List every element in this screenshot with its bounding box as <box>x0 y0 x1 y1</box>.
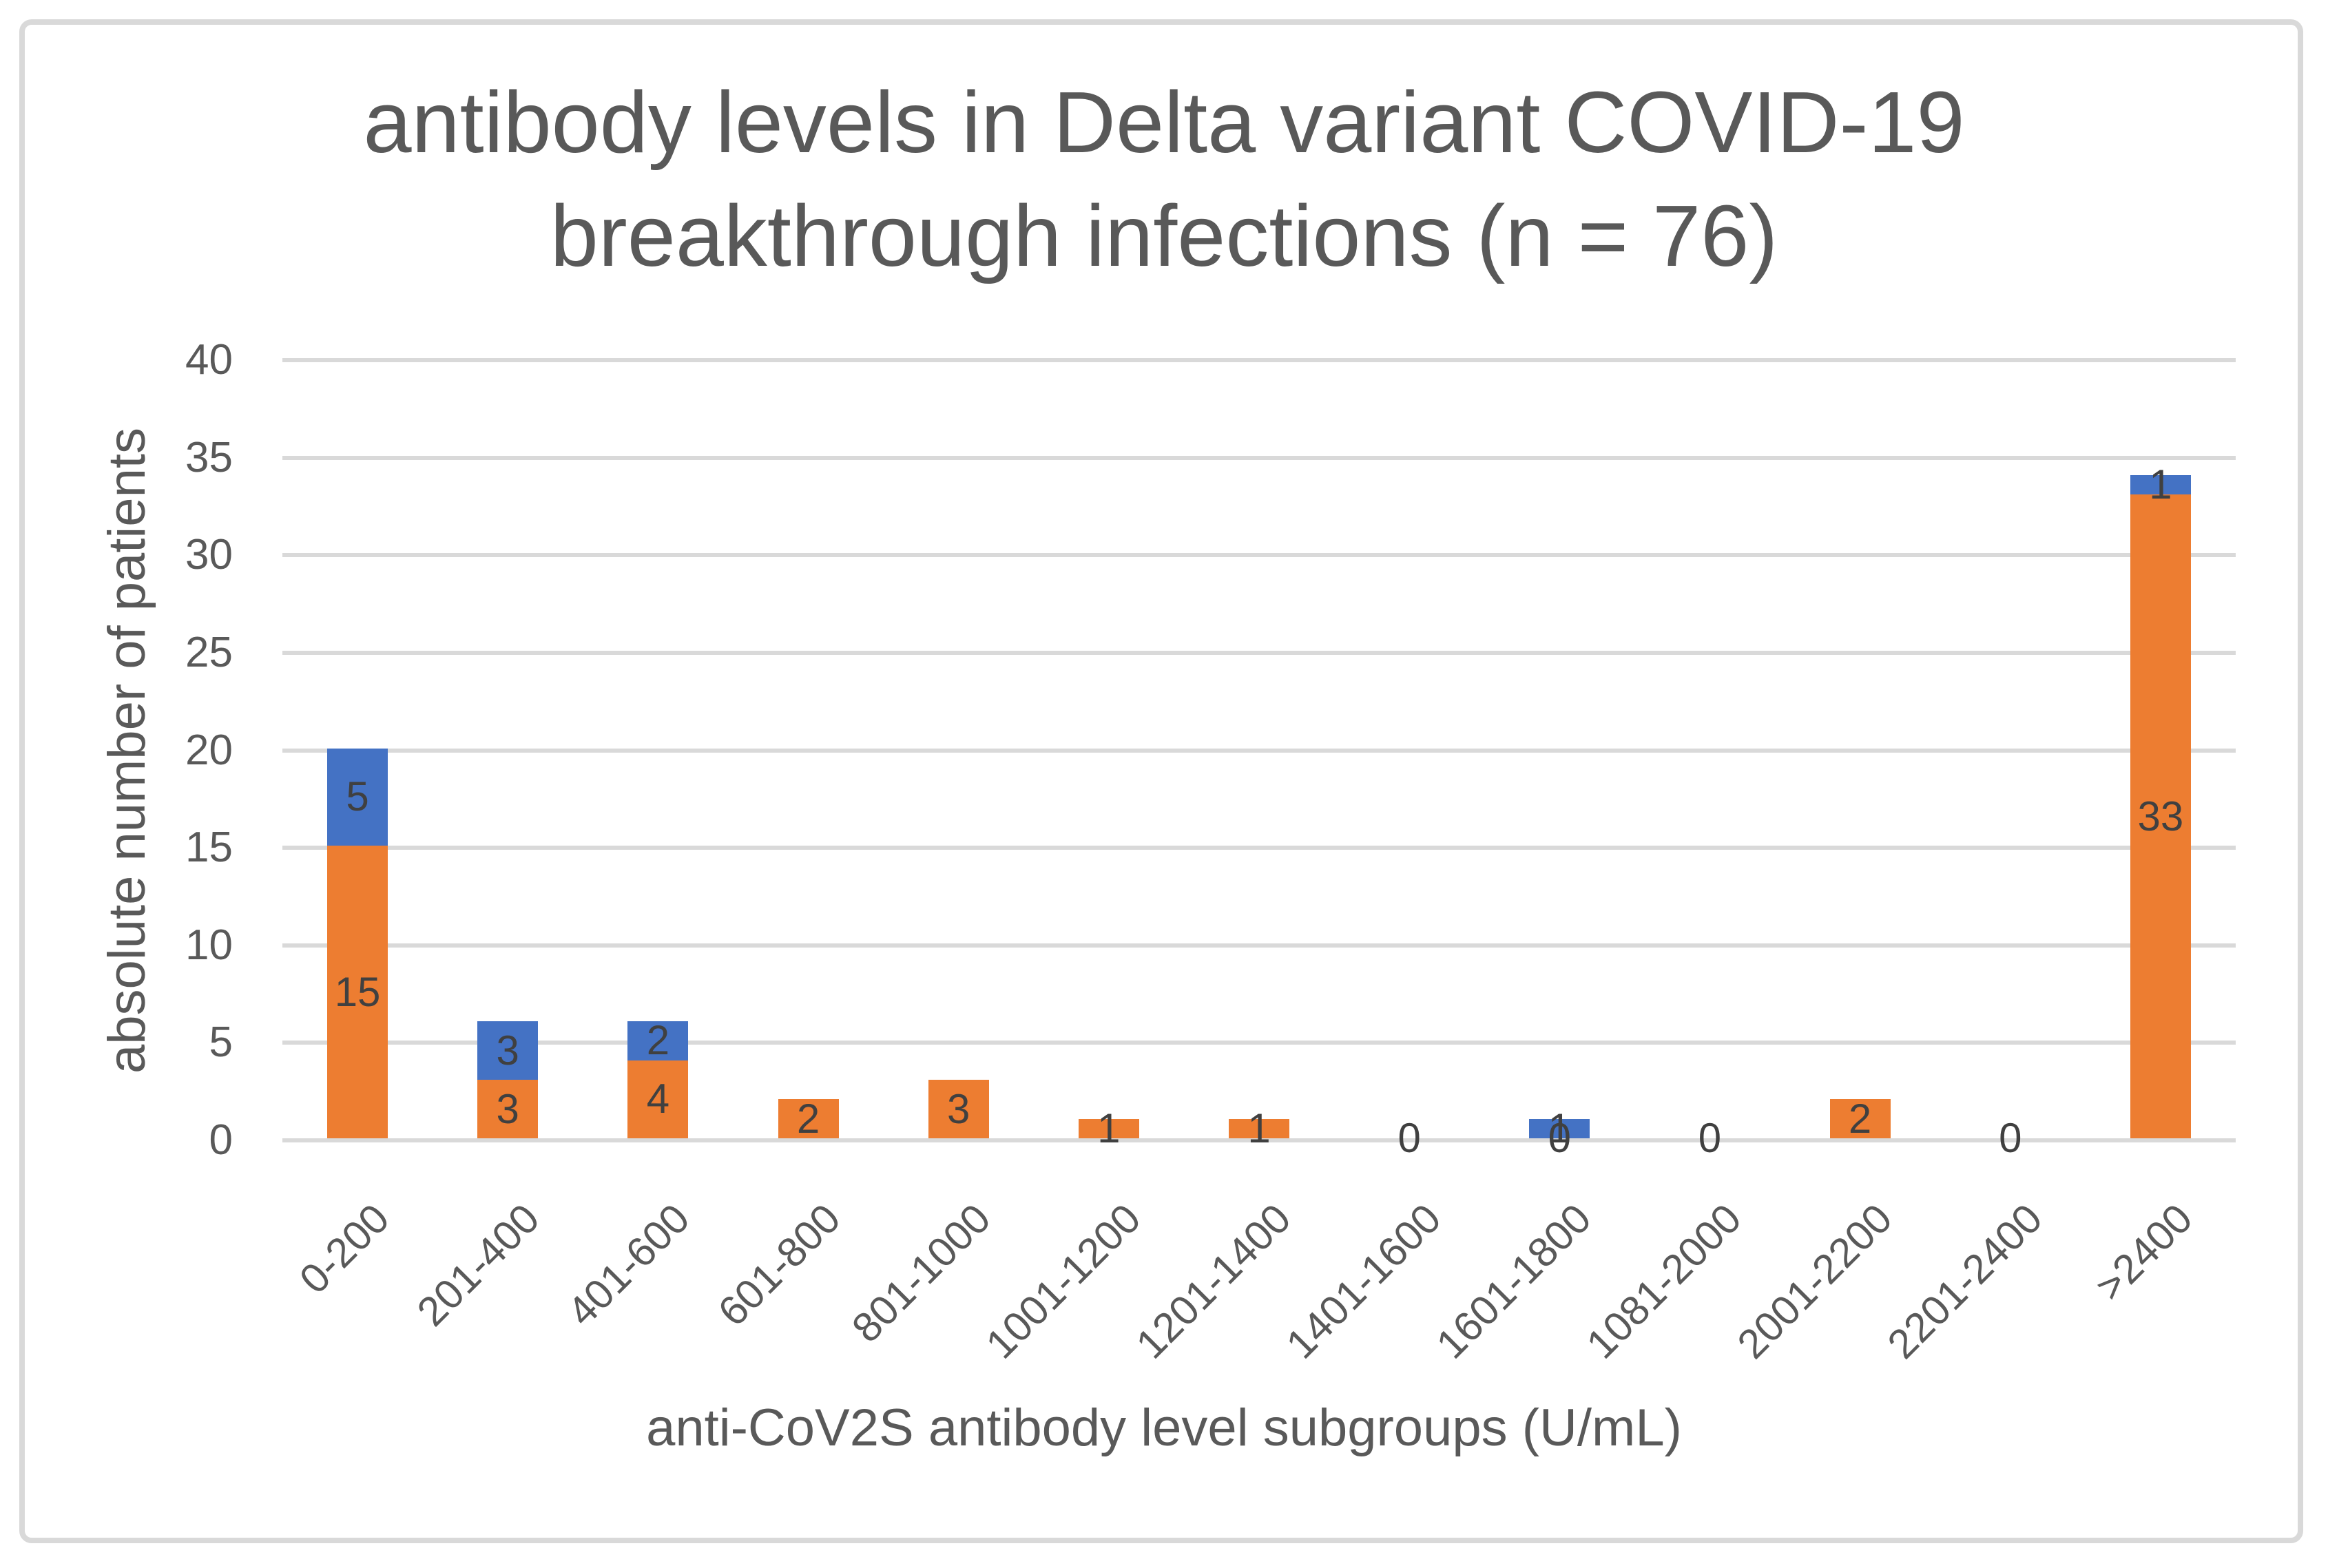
y-tick-label: 15 <box>185 824 233 872</box>
gridline <box>282 455 2236 460</box>
gridline <box>282 553 2236 558</box>
y-tick-label: 10 <box>185 921 233 969</box>
gridline <box>282 1138 2236 1142</box>
y-tick-label: 20 <box>185 726 233 774</box>
data-label-orange: 1 <box>1247 1105 1271 1151</box>
y-tick-label: 35 <box>185 433 233 481</box>
data-label-orange: 33 <box>2137 793 2184 839</box>
gridline <box>282 1041 2236 1045</box>
bar-segment-orange <box>1829 1099 1891 1138</box>
bar-segment-orange <box>2130 494 2191 1138</box>
gridline <box>282 358 2236 362</box>
y-tick-label: 30 <box>185 531 233 579</box>
data-label-blue: 2 <box>646 1017 670 1064</box>
bar-segment-blue <box>627 1021 689 1060</box>
data-label-orange: 2 <box>1848 1095 1872 1142</box>
data-label-blue: 5 <box>346 773 369 820</box>
bar-segment-orange <box>1229 1118 1289 1138</box>
data-label-orange: 0 <box>1548 1115 1571 1161</box>
gridline <box>282 650 2236 655</box>
bar-segment-orange <box>627 1060 689 1138</box>
data-label-orange: 4 <box>646 1076 670 1122</box>
gridline <box>282 943 2236 948</box>
chart-title-line1: antibody levels in Delta variant COVID-1… <box>363 74 1965 171</box>
data-label-orange: 0 <box>1698 1115 1722 1161</box>
data-label-orange: 1 <box>1097 1105 1121 1151</box>
y-tick-label: 40 <box>185 336 233 384</box>
bar-segment-blue <box>327 748 388 846</box>
data-label-orange: 15 <box>334 968 381 1015</box>
data-label-orange: 0 <box>1999 1115 2022 1161</box>
chart-title: antibody levels in Delta variant COVID-1… <box>0 65 2328 293</box>
data-label-orange: 0 <box>1397 1115 1421 1161</box>
bar-segment-orange <box>477 1080 539 1138</box>
data-label-orange: 3 <box>496 1085 519 1132</box>
data-label-orange: 2 <box>796 1095 820 1142</box>
chart-title-line2: breakthrough infections (n = 76) <box>550 187 1778 284</box>
data-label-blue: 1 <box>2149 461 2172 508</box>
gridline <box>282 846 2236 850</box>
bar-segment-orange <box>327 846 388 1138</box>
data-label-orange: 3 <box>947 1085 970 1132</box>
bar-segment-orange <box>928 1080 989 1138</box>
data-label-blue: 1 <box>1548 1105 1571 1151</box>
bar-segment-orange <box>1078 1118 1139 1138</box>
bar-segment-orange <box>778 1099 839 1138</box>
y-tick-label: 5 <box>209 1018 233 1067</box>
bar-segment-blue <box>477 1021 539 1080</box>
data-label-blue: 3 <box>496 1027 519 1074</box>
y-tick-label: 0 <box>209 1116 233 1164</box>
y-tick-label: 25 <box>185 628 233 676</box>
x-axis-title: anti-CoV2S antibody level subgroups (U/m… <box>646 1399 1682 1457</box>
bar-segment-blue <box>2130 474 2191 495</box>
bar-segment-blue <box>1529 1118 1590 1138</box>
gridline <box>282 748 2236 753</box>
